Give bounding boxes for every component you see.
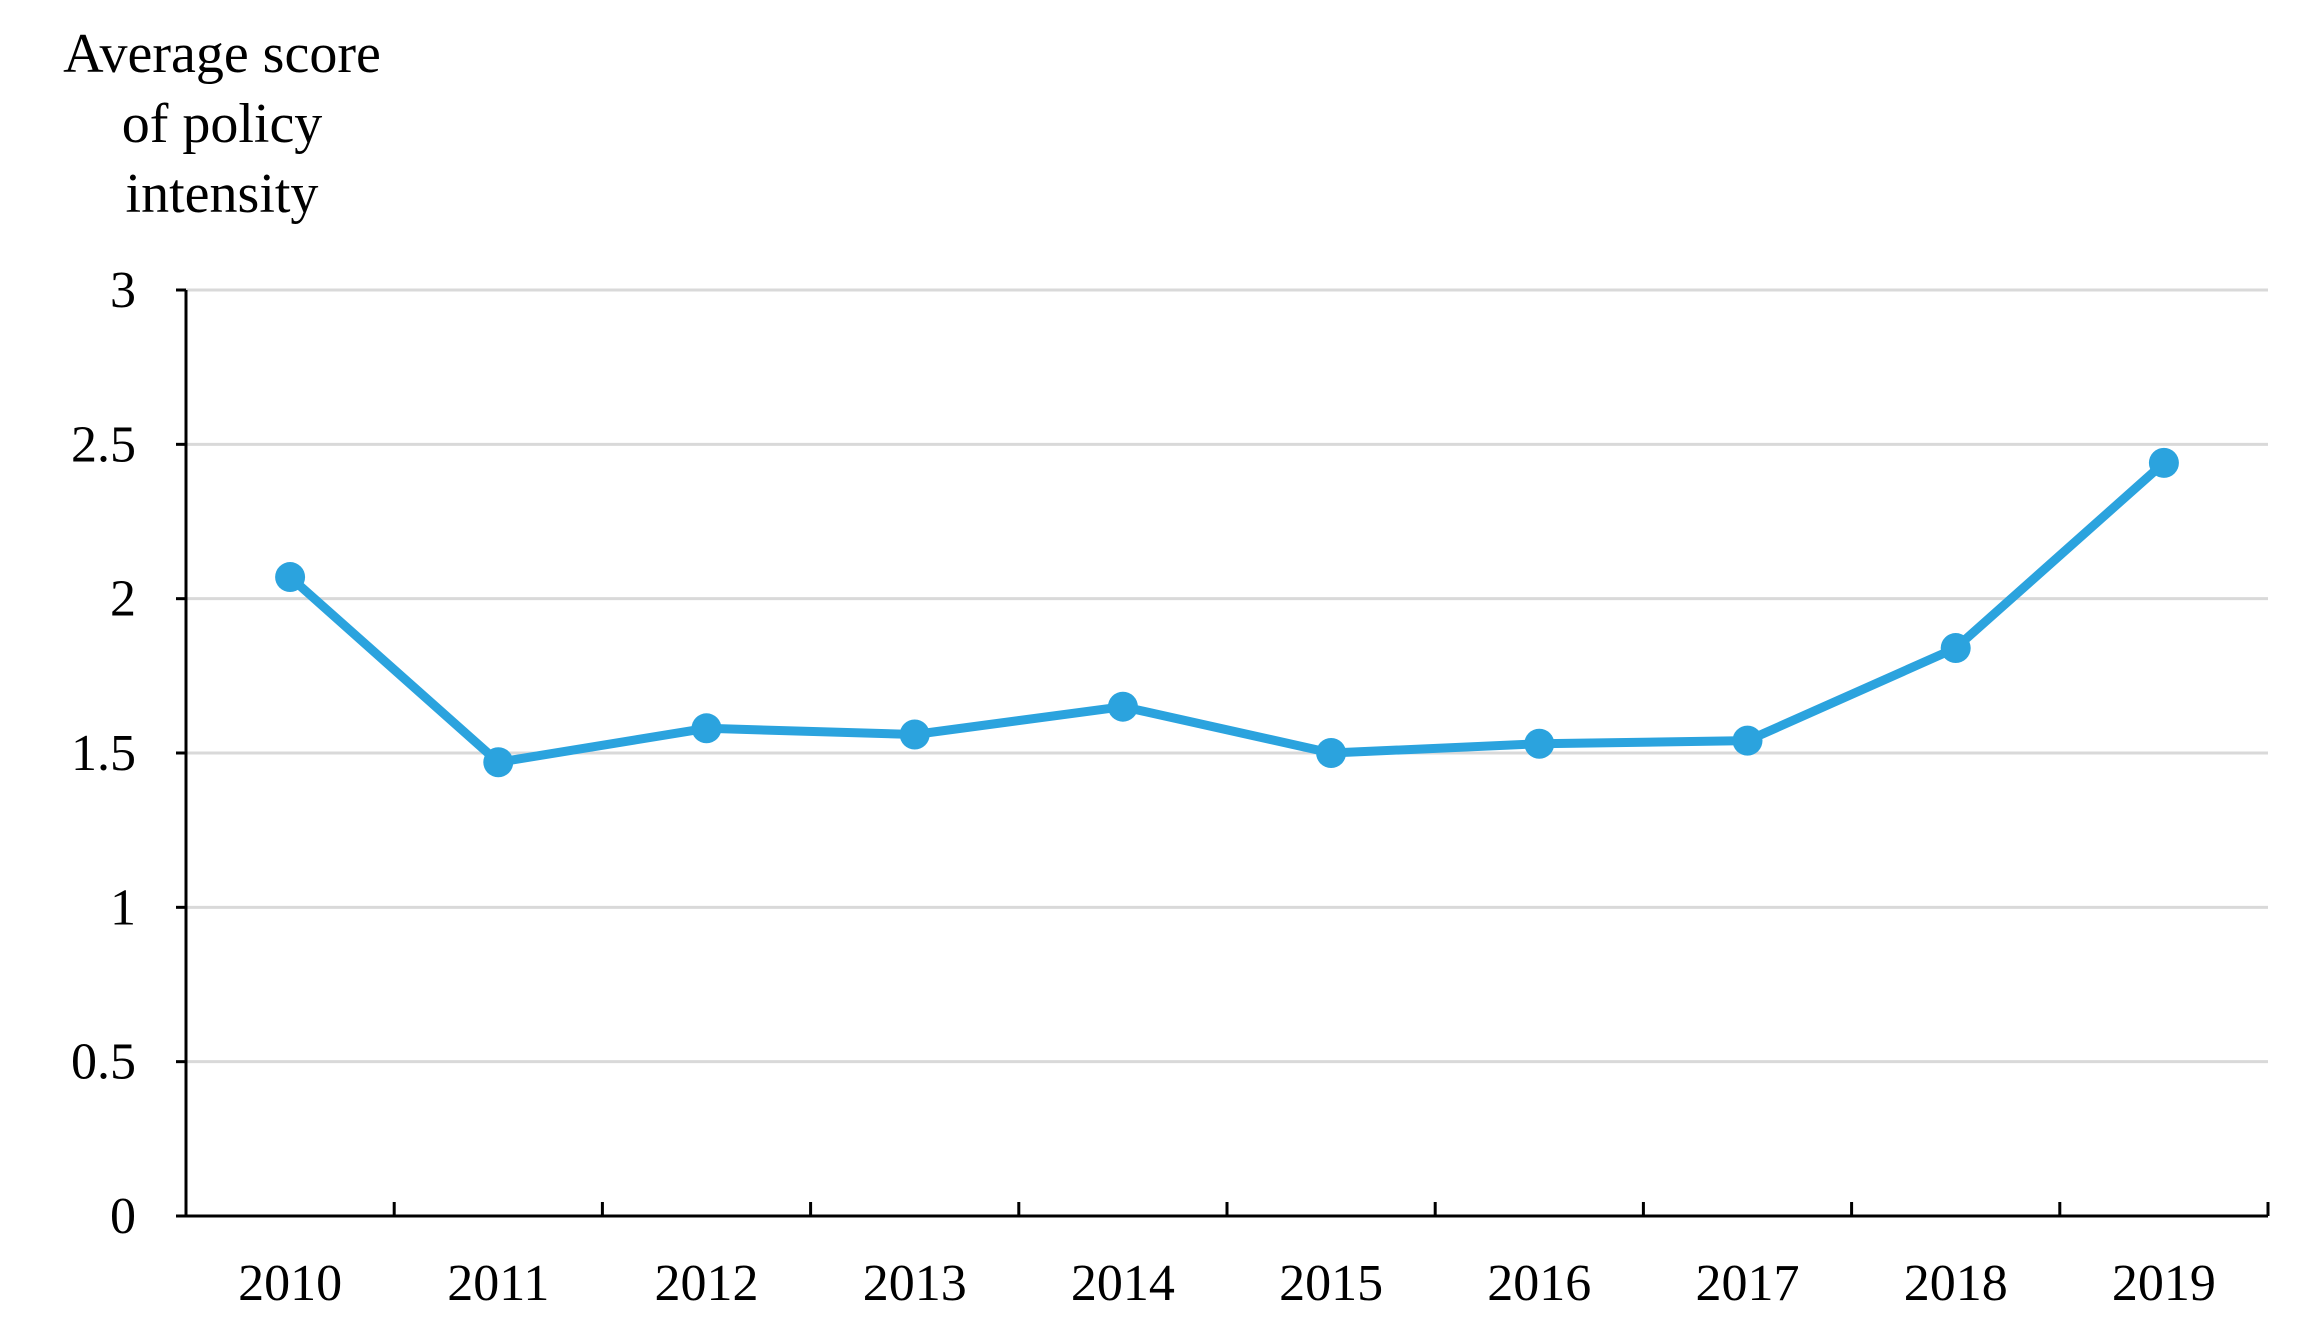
y-tick-label: 0.5 — [71, 1034, 136, 1091]
x-tick-labels: 2010 2011 2012 2013 2014 2015 2016 2017 2018 2019 — [238, 1255, 2216, 1312]
data-point — [691, 713, 722, 744]
x-tick-label: 2014 — [1071, 1255, 1175, 1312]
y-tick-label: 2.5 — [71, 416, 136, 473]
y-tick-label: 0 — [110, 1188, 136, 1245]
x-tick-label: 2013 — [863, 1255, 967, 1312]
x-tick-label: 2017 — [1696, 1255, 1800, 1312]
x-tick-label: 2019 — [2112, 1255, 2216, 1312]
data-point — [899, 719, 930, 750]
y-axis-title-line-2: of policy — [122, 93, 323, 155]
data-point — [2148, 447, 2179, 478]
x-tick-label: 2015 — [1279, 1255, 1383, 1312]
y-tick-label: 2 — [110, 571, 136, 628]
series-line — [285, 458, 2169, 767]
data-point — [1107, 691, 1138, 722]
y-tick-label: 1 — [110, 879, 136, 936]
data-point — [483, 747, 514, 778]
y-axis-title-line-3: intensity — [126, 163, 319, 225]
y-tick-labels: 0 0.5 1 1.5 2 2.5 3 — [71, 262, 136, 1245]
x-tick-label: 2010 — [238, 1255, 342, 1312]
y-tick-label: 1.5 — [71, 725, 136, 782]
x-tick-label: 2018 — [1904, 1255, 2008, 1312]
x-tick-label: 2011 — [447, 1255, 549, 1312]
gridlines — [186, 288, 2268, 1064]
axes — [176, 288, 2270, 1218]
data-point — [1524, 728, 1555, 759]
y-tick-label: 3 — [110, 262, 136, 319]
data-point — [1316, 738, 1347, 768]
y-axis-title-line-1: Average score — [63, 23, 381, 85]
x-tick-label: 2016 — [1487, 1255, 1591, 1312]
x-tick-label: 2012 — [655, 1255, 759, 1312]
data-point — [1732, 725, 1763, 756]
data-point — [1940, 633, 1971, 664]
data-point — [275, 562, 306, 593]
series — [275, 447, 2179, 778]
